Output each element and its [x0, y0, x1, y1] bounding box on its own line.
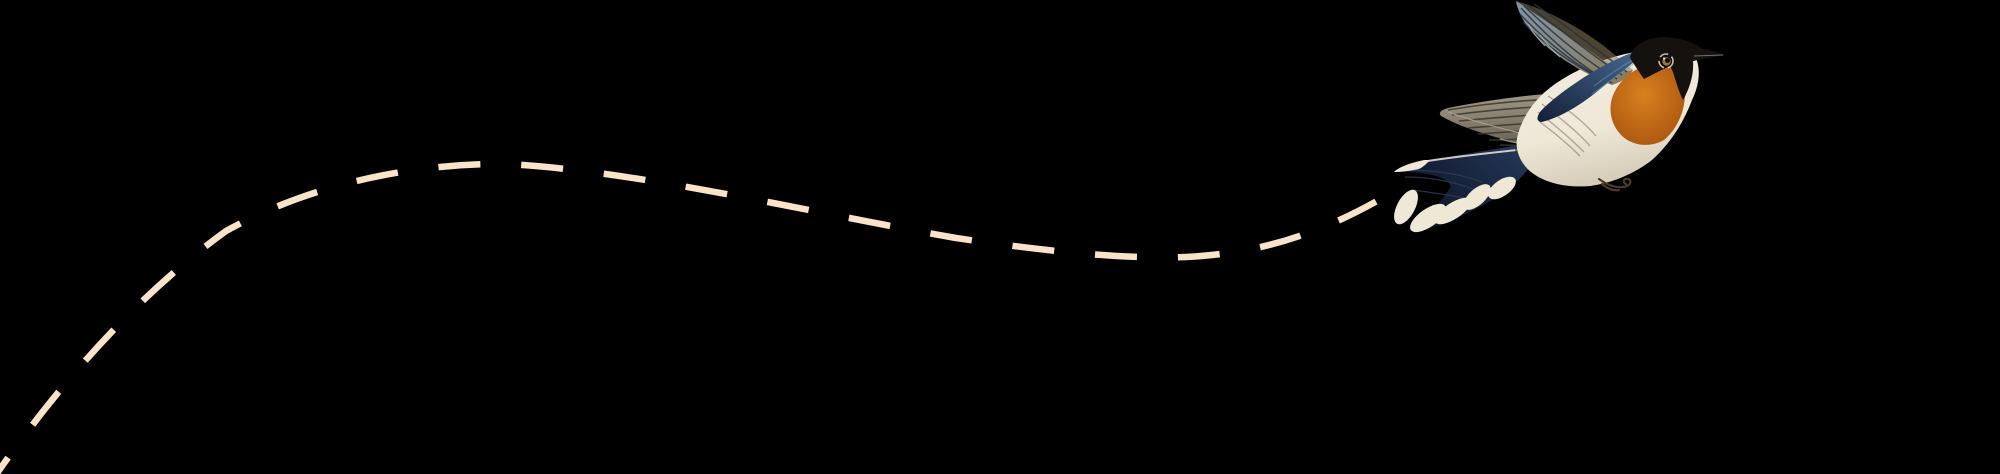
- tail-white-tip: [1394, 189, 1418, 225]
- eye-pupil: [1665, 58, 1670, 63]
- raised-wing-light-edge: [1539, 34, 1561, 58]
- vent-white-feather: [1488, 176, 1516, 200]
- beak: [1690, 48, 1725, 61]
- nape-shape: [1537, 46, 1652, 122]
- tail-white-tip: [1410, 203, 1446, 233]
- bird-eye: [1658, 53, 1674, 69]
- claw-toe: [1600, 182, 1621, 192]
- raised-wing-light-edge: [1527, 23, 1546, 47]
- scapular-streak: [1547, 95, 1597, 137]
- scapular-streak: [1539, 121, 1581, 157]
- claw-curl: [1597, 177, 1632, 189]
- eye-ring: [1658, 53, 1674, 69]
- bird-tail: [1394, 142, 1537, 233]
- tail-white-leading-edge: [1394, 160, 1430, 172]
- nape-highlight: [1591, 61, 1637, 95]
- dashed-flight-path: [0, 160, 1386, 474]
- bird-black-head: [1630, 37, 1707, 100]
- raised-wing-shape: [1516, 1, 1633, 85]
- beak-gape-line: [1693, 54, 1724, 57]
- tail-white-tip: [1434, 197, 1472, 225]
- tail-white-tip: [1463, 184, 1491, 210]
- far-wing-light-edge: [1447, 111, 1521, 134]
- eye-glint: [1662, 57, 1666, 60]
- bird-orange-throat: [1610, 62, 1686, 145]
- bird-claw: [1597, 177, 1632, 192]
- swallow-illustration: [1394, 1, 1725, 233]
